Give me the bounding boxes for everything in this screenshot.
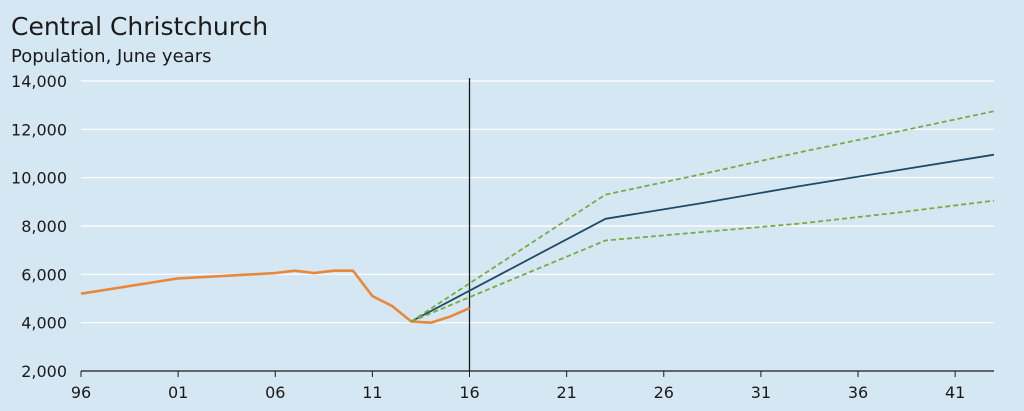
x-tick-label: 16 bbox=[459, 383, 479, 402]
y-tick-label: 14,000 bbox=[11, 72, 67, 91]
x-tick-label: 31 bbox=[751, 383, 771, 402]
x-tick-label: 41 bbox=[945, 383, 965, 402]
x-tick-label: 11 bbox=[362, 383, 382, 402]
x-tick-label: 96 bbox=[71, 383, 91, 402]
chart-subtitle: Population, June years bbox=[11, 46, 211, 67]
y-tick-label: 10,000 bbox=[11, 169, 67, 188]
data-series bbox=[80, 110, 995, 325]
axes bbox=[80, 78, 994, 377]
y-tick-label: 2,000 bbox=[21, 362, 67, 381]
y-tick-label: 8,000 bbox=[21, 217, 67, 236]
y-tick-label: 6,000 bbox=[21, 265, 67, 284]
x-tick-label: 01 bbox=[168, 383, 188, 402]
x-tick-label: 36 bbox=[848, 383, 868, 402]
series-line-0 bbox=[80, 269, 471, 325]
series-line-3 bbox=[410, 199, 995, 323]
y-tick-label: 12,000 bbox=[11, 120, 67, 139]
y-tick-label: 4,000 bbox=[21, 314, 67, 333]
x-tick-label: 26 bbox=[654, 383, 674, 402]
x-tick-label: 06 bbox=[265, 383, 285, 402]
chart-title: Central Christchurch bbox=[11, 12, 268, 41]
series-line-2 bbox=[410, 110, 995, 323]
x-tick-label: 21 bbox=[556, 383, 576, 402]
tick-labels: 2,000 4,000 6,000 8,000 10,000 12,000 14,000 96… bbox=[11, 72, 965, 402]
series-line-1 bbox=[410, 153, 995, 323]
